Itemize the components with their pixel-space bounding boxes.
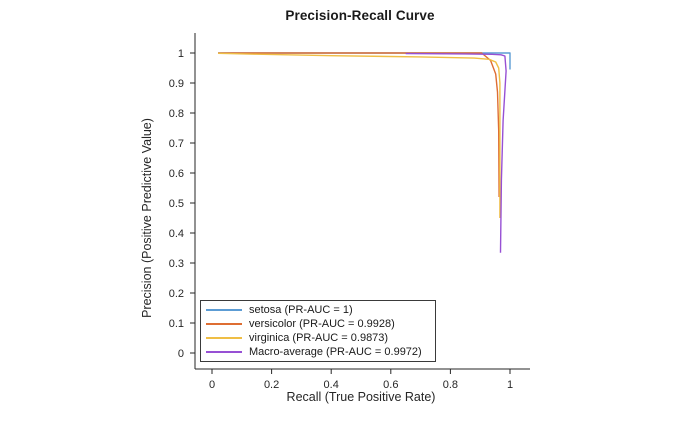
y-tick-label: 0.5: [169, 198, 184, 210]
legend-label-setosa: setosa (PR-AUC = 1): [249, 304, 353, 316]
series-layer: [217, 52, 511, 253]
x-tick-label: 0.2: [264, 379, 279, 391]
y-tick-label: 0: [178, 348, 184, 360]
legend-item-macro_average: Macro-average (PR-AUC = 0.9972): [201, 345, 435, 359]
legend: setosa (PR-AUC = 1) versicolor (PR-AUC = …: [200, 300, 436, 362]
curve-virginica: [217, 52, 501, 218]
x-tick-label: 0.6: [383, 379, 398, 391]
y-tick-label: 0.9: [169, 78, 184, 90]
legend-swatch-virginica: [206, 337, 242, 339]
legend-label-versicolor: versicolor (PR-AUC = 0.9928): [249, 318, 395, 330]
curve-macro_average: [405, 52, 507, 253]
y-tick-label: 0.6: [169, 168, 184, 180]
legend-swatch-setosa: [206, 309, 242, 311]
y-tick-label: 0.3: [169, 258, 184, 270]
curve-versicolor: [218, 52, 500, 198]
y-tick-label: 0.2: [169, 288, 184, 300]
legend-swatch-versicolor: [206, 323, 242, 325]
y-tick-label: 0.1: [169, 318, 184, 330]
x-axis-label: Recall (True Positive Rate): [286, 390, 436, 404]
legend-item-setosa: setosa (PR-AUC = 1): [201, 303, 435, 317]
legend-swatch-macro_average: [206, 351, 242, 353]
x-tick-label: 1: [507, 379, 513, 391]
y-tick-label: 0.4: [169, 228, 184, 240]
axes-layer: 0 0.2 0.4 0.6 0.8 1 0 0.1 0.2 0.3 0.4 0.5 0.6 0.7 0.8 0…: [169, 33, 530, 391]
y-tick-label: 0.7: [169, 138, 184, 150]
y-tick-label: 0.8: [169, 108, 184, 120]
legend-label-macro_average: Macro-average (PR-AUC = 0.9972): [249, 346, 422, 358]
legend-item-virginica: virginica (PR-AUC = 0.9873): [201, 331, 435, 345]
legend-label-virginica: virginica (PR-AUC = 0.9873): [249, 332, 389, 344]
x-tick-label: 0.4: [324, 379, 339, 391]
x-tick-label: 0: [209, 379, 215, 391]
x-tick-label: 0.8: [443, 379, 458, 391]
chart-title: Precision-Recall Curve: [285, 8, 435, 23]
y-axis-label: Precision (Positive Predictive Value): [140, 118, 154, 318]
y-tick-label: 1: [178, 48, 184, 60]
legend-item-versicolor: versicolor (PR-AUC = 0.9928): [201, 317, 435, 331]
